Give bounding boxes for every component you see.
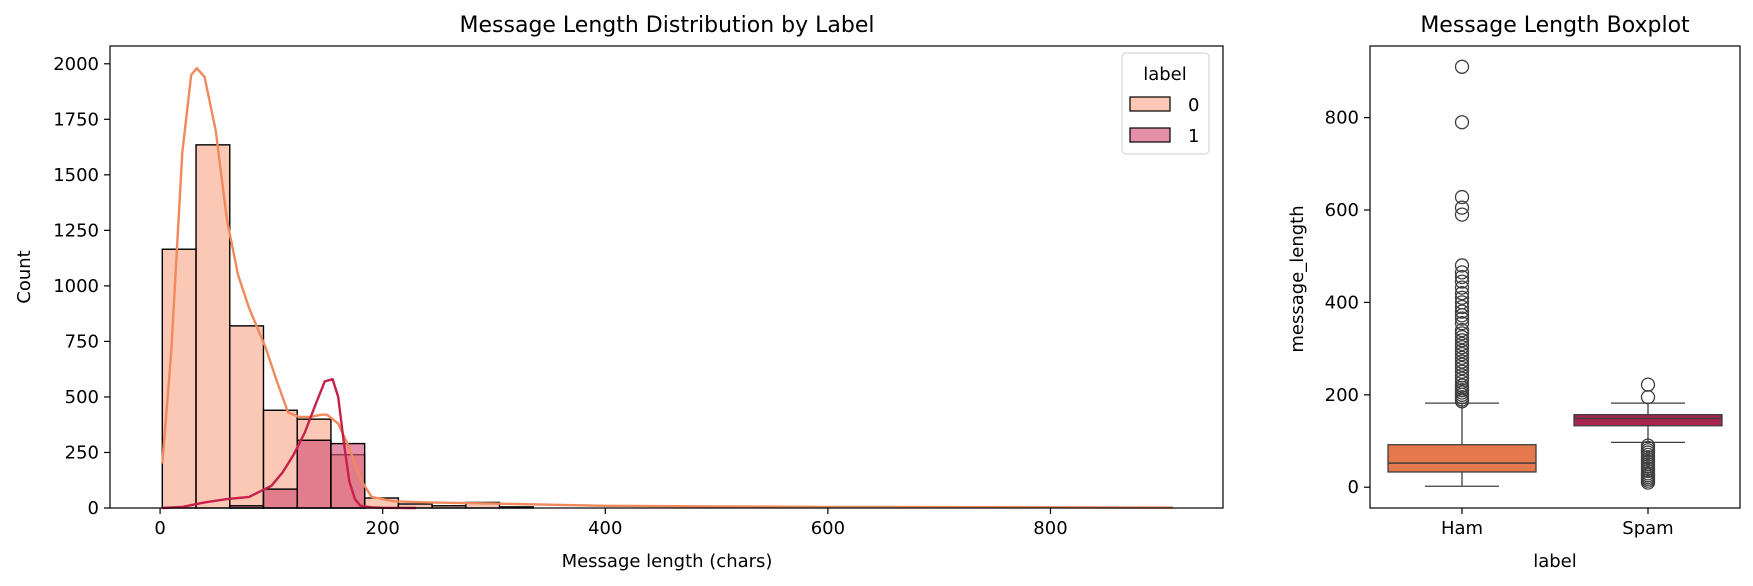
y-tick-label: 400	[1325, 292, 1359, 313]
boxplot-boxes	[1387, 59, 1723, 490]
outlier-point	[1640, 389, 1656, 405]
outlier-point	[1454, 316, 1470, 331]
x-tick-label: 800	[1033, 518, 1067, 539]
outlier-point	[1454, 207, 1470, 222]
outlier-point	[1454, 59, 1470, 74]
x-tick-label: 600	[811, 518, 845, 539]
outlier-point	[1454, 378, 1470, 393]
outlier-point	[1454, 329, 1470, 345]
histogram-kde-lines	[161, 66, 1173, 510]
outlier-point	[1454, 269, 1470, 285]
kde-line-label-1	[162, 378, 417, 510]
histogram-bars	[161, 144, 534, 509]
outlier-point	[1454, 295, 1470, 310]
x-tick-label: 400	[588, 518, 622, 539]
outlier-point	[1454, 374, 1470, 390]
histogram-y-label: Count	[14, 250, 35, 303]
y-tick-label: 1750	[53, 109, 99, 130]
outlier-point	[1454, 350, 1470, 366]
x-tick-label: 0	[154, 518, 165, 539]
legend-swatch-0	[1129, 96, 1171, 112]
y-tick-label: 2000	[53, 54, 99, 75]
x-tick-label: 200	[366, 518, 400, 539]
outlier-point	[1454, 326, 1470, 341]
legend-swatch-1	[1129, 127, 1171, 143]
outlier-point	[1454, 311, 1470, 326]
outlier-point	[1640, 377, 1656, 392]
box-iqr	[1573, 414, 1723, 427]
outlier-point	[1454, 368, 1470, 383]
y-tick-label: 0	[1348, 477, 1359, 498]
y-tick-label: 500	[65, 387, 99, 408]
x-tick-label-ham: Ham	[1441, 518, 1483, 539]
outlier-point	[1454, 299, 1470, 315]
legend-label-0: 0	[1188, 95, 1199, 116]
boxplot-title: Message Length Boxplot	[1420, 13, 1690, 38]
box-iqr	[1387, 444, 1537, 473]
outlier-point	[1454, 280, 1470, 295]
outlier-point	[1454, 189, 1470, 205]
y-tick-label: 600	[1325, 200, 1359, 221]
outlier-point	[1454, 286, 1470, 301]
histogram-bar-label-1-bin-4	[296, 439, 332, 509]
boxplot-y-ticks: 0 200 400 600 800	[1325, 108, 1370, 498]
outlier-point	[1454, 115, 1470, 130]
outlier-point	[1454, 258, 1470, 273]
histogram-bar-label-0-bin-2	[229, 325, 265, 509]
outlier-point	[1454, 343, 1470, 359]
boxplot-x-ticks: Ham Spam	[1441, 508, 1674, 539]
outlier-point	[1454, 340, 1470, 355]
outlier-point	[1454, 333, 1470, 348]
outlier-point	[1454, 360, 1470, 376]
boxplot-axes-frame	[1369, 45, 1741, 509]
histogram-axes-frame	[109, 45, 1224, 509]
histogram-bar-label-1-bin-3	[262, 488, 298, 509]
y-tick-label: 1000	[53, 276, 99, 297]
outlier-point	[1454, 371, 1470, 386]
histogram-y-ticks: 0 250 500 750 1000 1250 1500 1750 2000	[53, 54, 110, 519]
box-ham	[1387, 59, 1537, 487]
x-tick-label-spam: Spam	[1622, 518, 1673, 539]
outlier-point	[1454, 336, 1470, 352]
histogram-bar-label-0-bin-0	[161, 248, 197, 509]
outlier-point	[1454, 364, 1470, 379]
outlier-point	[1454, 265, 1470, 280]
y-tick-label: 0	[88, 498, 99, 519]
legend: label 0 1	[1121, 52, 1210, 155]
y-tick-label: 200	[1325, 385, 1359, 406]
legend-label-1: 1	[1188, 126, 1199, 147]
outlier-point	[1454, 322, 1470, 338]
outlier-point	[1454, 347, 1470, 362]
outlier-point	[1454, 304, 1470, 319]
boxplot-y-label: message_length	[1287, 205, 1308, 352]
histogram-panel: Message Length Distribution by Label 0 20…	[14, 13, 1224, 572]
outlier-point	[1454, 357, 1470, 372]
outlier-point	[1454, 274, 1470, 289]
legend-title: label	[1143, 64, 1187, 85]
outlier-point	[1640, 438, 1656, 453]
histogram-x-label: Message length (chars)	[562, 551, 773, 572]
y-tick-label: 750	[65, 331, 99, 352]
y-tick-label: 1250	[53, 220, 99, 241]
kde-line-label-0	[161, 66, 1173, 509]
histogram-title: Message Length Distribution by Label	[460, 13, 875, 38]
outlier-point	[1454, 200, 1470, 215]
boxplot-panel: Message Length Boxplot Ham Spam 0 200 400 60…	[1287, 13, 1741, 572]
y-tick-label: 1500	[53, 165, 99, 186]
histogram-x-ticks: 0 200 400 600 800	[154, 508, 1068, 539]
boxplot-x-label: label	[1533, 551, 1577, 572]
box-spam	[1573, 377, 1723, 490]
outlier-point	[1454, 290, 1470, 305]
y-tick-label: 250	[65, 442, 99, 463]
outlier-point	[1454, 354, 1470, 369]
y-tick-label: 800	[1325, 108, 1359, 129]
